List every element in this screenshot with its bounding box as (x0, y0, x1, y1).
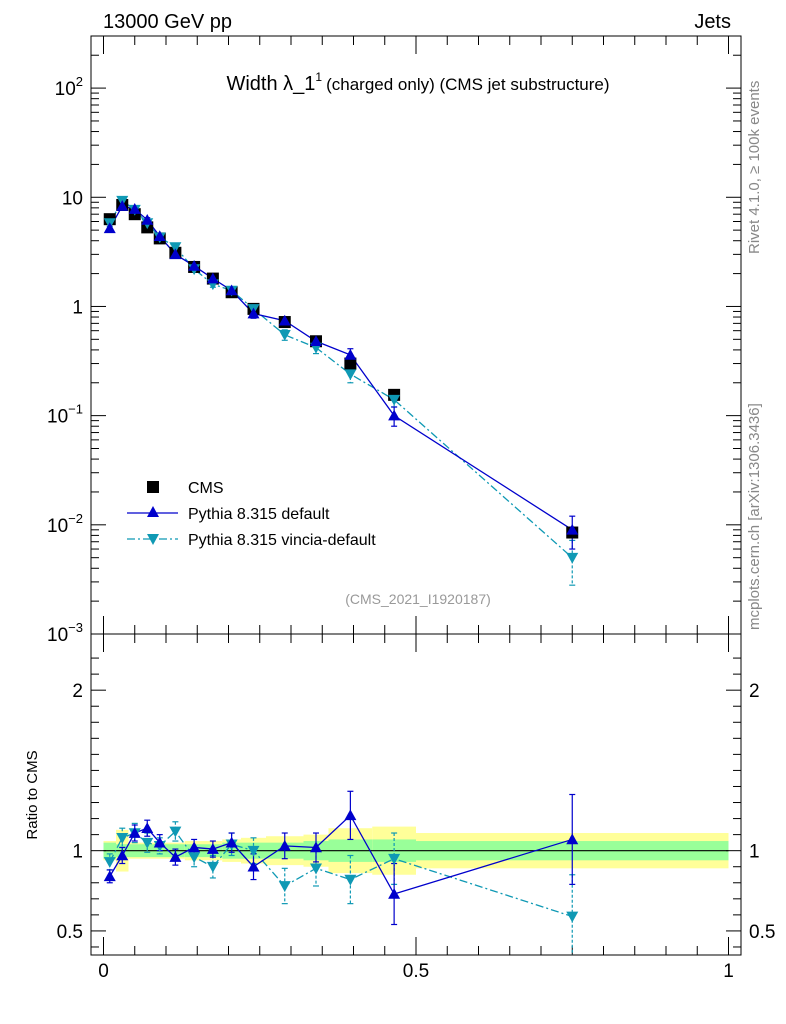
ratio-default-point (141, 822, 154, 834)
ratio-default-point (225, 836, 238, 848)
ratio-vincia-point (388, 853, 401, 865)
rivet-version-label: Rivet 4.1.0, ≥ 100k events (746, 81, 763, 254)
default-data-point (103, 222, 116, 234)
ratio-default-point (344, 809, 357, 821)
main-y-tick-label: 1 (72, 297, 83, 318)
ratio-y-tick-label: 2 (72, 681, 83, 702)
default-data-point (141, 213, 154, 225)
x-tick-label: 1 (723, 961, 734, 982)
legend-vincia-marker (147, 534, 159, 545)
ratio-y-tick-label-right: 1 (749, 842, 760, 863)
legend-cms-label: CMS (188, 480, 224, 497)
ratio-vincia-point (141, 837, 154, 849)
ratio-default-point (188, 841, 201, 853)
ratio-default-point (566, 833, 579, 845)
ratio-vincia-point (116, 833, 129, 844)
default-data-point (278, 314, 291, 326)
ratio-default-point (310, 841, 322, 853)
cms-data-point (344, 357, 357, 370)
ratio-y-axis: 0.5 0.5 1 1 2 2 (57, 657, 775, 948)
legend-default-marker (147, 506, 159, 517)
chart-title: Width λ_11 (charged only) (CMS jet substr… (226, 70, 609, 95)
ratio-default-point (206, 843, 219, 854)
main-y-axis: 102 10 1 10−1 10−2 10−3 (47, 54, 741, 646)
main-y-tick-label: 10−2 (47, 511, 83, 537)
legend: CMS Pythia 8.315 default Pythia 8.315 vi… (127, 480, 376, 549)
ratio-default-point (153, 836, 166, 848)
ratio-y-label: Ratio to CMS (24, 750, 41, 839)
ratio-vincia-point (169, 826, 182, 838)
main-y-tick-label: 10−3 (47, 620, 83, 646)
ratio-default-point (116, 849, 129, 861)
ratio-vincia-point (566, 911, 579, 923)
default-data-point (388, 409, 401, 421)
main-y-tick-label: 10 (62, 188, 83, 209)
ratio-vincia-point (206, 861, 219, 873)
default-data-point (247, 307, 260, 319)
ratio-default-point (103, 870, 116, 882)
x-tick-label: 0.5 (403, 961, 429, 982)
ratio-y-tick-label-right: 0.5 (749, 922, 775, 943)
ratio-default-point (388, 888, 401, 899)
vincia-data-point (278, 330, 291, 341)
ratio-default-point (247, 860, 260, 872)
default-data-point (344, 348, 357, 360)
default-data-point (153, 230, 166, 242)
default-data-point (566, 523, 579, 535)
ratio-y-tick-label: 1 (72, 842, 83, 863)
ratio-vincia-point (247, 845, 260, 857)
analysis-label: (CMS_2021_I1920187) (345, 591, 491, 607)
vincia-data-point (169, 242, 182, 254)
legend-default-label: Pythia 8.315 default (188, 506, 330, 523)
vincia-data-point (566, 552, 579, 564)
vincia-data-point (388, 394, 401, 406)
vincia-data-point (344, 369, 357, 381)
default-data-point (169, 248, 182, 260)
ratio-vincia-point (188, 852, 201, 864)
legend-cms-marker (147, 481, 159, 493)
ratio-y-tick-label: 0.5 (57, 922, 83, 943)
ratio-vincia-point (310, 863, 322, 875)
ratio-vincia-point (103, 857, 116, 868)
ratio-default-point (278, 839, 291, 851)
ratio-plot-frame (90, 633, 742, 956)
main-y-tick-label: 102 (55, 74, 83, 100)
header-right: Jets (694, 11, 731, 33)
ratio-default-point (169, 851, 182, 862)
default-data-point (206, 272, 219, 284)
legend-vincia-label: Pythia 8.315 vincia-default (188, 532, 376, 549)
ratio-vincia-point (278, 881, 291, 892)
default-data-point (116, 200, 129, 211)
default-data-point (188, 259, 201, 271)
mcplots-credit-label: mcplots.cern.ch [arXiv:1306.3436] (746, 403, 763, 630)
ratio-y-tick-label-right: 2 (749, 681, 760, 702)
default-data-point (310, 335, 322, 347)
main-y-tick-label: 10−1 (47, 402, 83, 428)
default-data-point (128, 203, 141, 214)
x-tick-label: 0 (98, 961, 109, 982)
x-axis: 0 0.5 1 (98, 36, 734, 982)
header-left: 13000 GeV pp (103, 11, 232, 33)
ratio-default-point (128, 827, 141, 838)
default-data-point (225, 284, 238, 296)
ratio-vincia-point (344, 874, 357, 886)
